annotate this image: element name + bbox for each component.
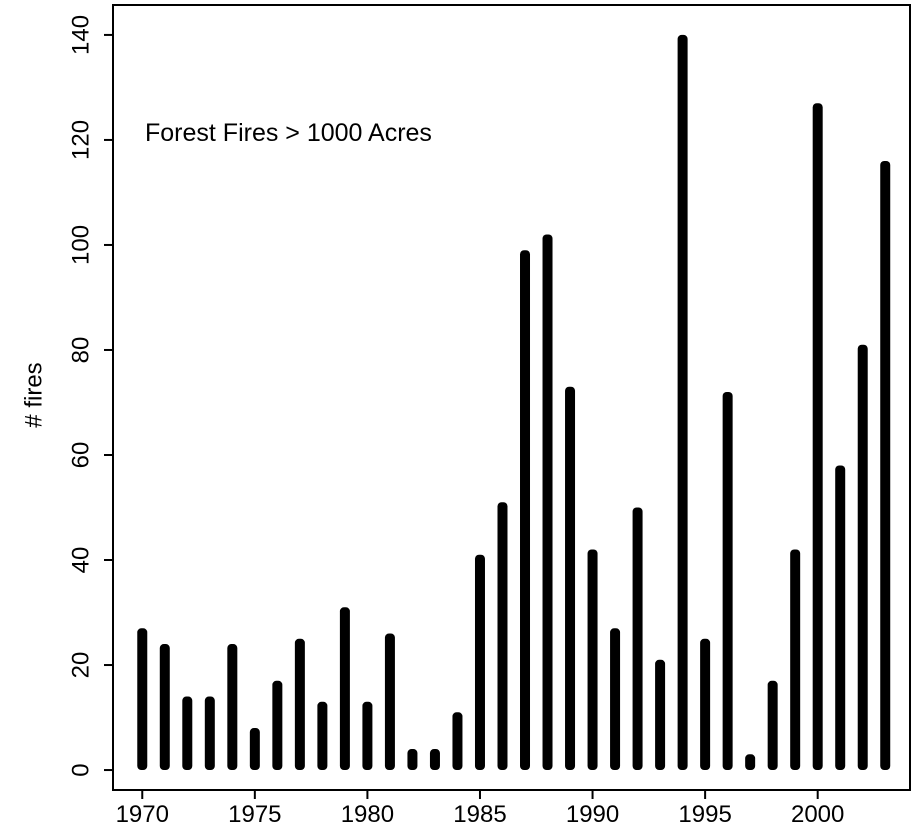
bar [880,160,891,771]
bar [632,507,643,771]
y-tick-label: 0 [67,763,94,776]
x-tick-label: 2000 [791,801,844,828]
y-tick-label: 20 [67,652,94,679]
bar [497,502,508,771]
y-tick-label: 60 [67,442,94,469]
y-tick-label: 40 [67,547,94,574]
bar [677,34,688,771]
x-tick-label: 1990 [566,801,619,828]
bar [227,644,238,771]
bar [767,680,778,771]
bar [790,549,801,771]
x-tick-label: 1975 [228,801,281,828]
y-tick-label: 120 [67,120,94,160]
x-tick-label: 1970 [116,801,169,828]
bar [722,391,733,771]
y-tick-label: 100 [67,225,94,265]
bar [339,607,350,771]
x-tick-label: 1980 [341,801,394,828]
bar [655,659,666,771]
y-axis-label: # fires [20,362,47,427]
y-tick-label: 140 [67,15,94,55]
x-tick-label: 1985 [453,801,506,828]
bar [249,728,260,771]
bar [587,549,598,771]
bar [565,386,576,771]
bar [159,644,170,771]
x-tick-label: 1995 [678,801,731,828]
bar [429,749,440,771]
bar [272,680,283,771]
bar [407,749,418,771]
bar [745,754,756,771]
bar [474,554,485,771]
bar [137,628,148,771]
bar [294,638,305,771]
annotation: Forest Fires > 1000 Acres [145,119,432,147]
bar [857,344,868,771]
bar [700,638,711,771]
bar [610,628,621,771]
plot-frame [112,4,911,791]
bar [317,701,328,771]
bar [542,234,553,771]
bar [204,696,215,771]
bar [812,103,823,771]
y-tick-label: 80 [67,337,94,364]
bar [452,712,463,771]
bar [182,696,193,771]
bar [520,250,531,771]
bar [835,465,846,771]
bar [362,701,373,771]
bar [384,633,395,771]
